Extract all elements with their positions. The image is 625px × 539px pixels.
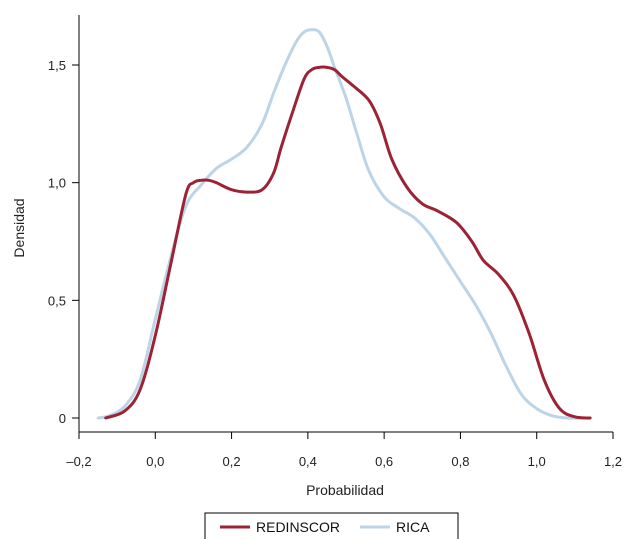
plot-area: 0 0,5 1,0 1,5 –0,2 0,0 0,2 0,4 0,6 0,8 1,0 1,2 (48, 15, 622, 469)
x-tick-label: 0,0 (146, 454, 164, 469)
y-axis-ticks: 0 0,5 1,0 1,5 (48, 58, 79, 426)
legend-label-redinscor: REDINSCOR (256, 519, 340, 535)
series-line-rica (96, 28, 584, 420)
x-tick-label: 0,2 (223, 454, 241, 469)
x-axis-ticks: –0,2 0,0 0,2 0,4 0,6 0,8 1,0 1,2 (66, 432, 622, 469)
x-tick-label: 1,2 (604, 454, 622, 469)
y-axis-title: Densidad (11, 198, 27, 257)
x-tick-label: –0,2 (66, 454, 91, 469)
y-tick-label: 1,0 (48, 176, 66, 191)
x-tick-label: 0,8 (451, 454, 469, 469)
series-line-redinscor (104, 65, 592, 420)
legend-label-rica: RICA (396, 519, 430, 535)
legend: REDINSCOR RICA (204, 512, 459, 539)
x-tick-label: 0,4 (299, 454, 317, 469)
y-tick-label: 0,5 (48, 293, 66, 308)
x-tick-label: 1,0 (528, 454, 546, 469)
x-tick-label: 0,6 (375, 454, 393, 469)
x-axis-title: Probabilidad (306, 482, 384, 498)
y-tick-label: 1,5 (48, 58, 66, 73)
series-lines (96, 28, 592, 420)
y-tick-label: 0 (59, 411, 66, 426)
